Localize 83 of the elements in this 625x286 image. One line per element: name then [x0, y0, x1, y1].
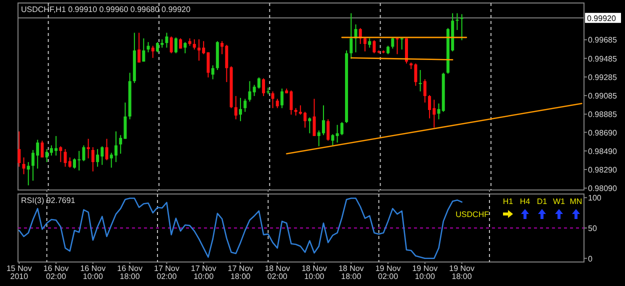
candlestick	[151, 45, 154, 58]
candlestick	[138, 32, 141, 64]
y-tick-label: 0.98885	[588, 110, 618, 120]
candlestick	[26, 162, 30, 186]
candlestick	[114, 130, 118, 163]
y-tick-label: 100	[588, 194, 602, 203]
candlestick	[358, 28, 362, 44]
candlestick	[363, 36, 366, 52]
x-tick-label: 17 Nov 18:00	[228, 264, 254, 281]
candlestick	[262, 78, 266, 97]
candlestick	[350, 12, 353, 60]
y-tick-label: 0.98490	[588, 146, 618, 156]
candlestick	[96, 148, 100, 168]
candlestick	[86, 138, 90, 159]
candlestick	[238, 97, 242, 122]
candlestick	[192, 38, 196, 50]
candlestick	[22, 156, 26, 175]
candlestick	[142, 38, 146, 62]
x-tick-label: 19 Nov 10:00	[412, 264, 438, 281]
candlestick	[257, 76, 260, 90]
x-tick-label: 16 Nov 18:00	[117, 264, 142, 281]
candlestick	[418, 69, 422, 92]
y-tick-label: 0.99485	[588, 54, 618, 64]
annotation: USDCHF	[456, 210, 490, 219]
candlestick	[456, 12, 459, 30]
y-tick-label: 0	[588, 254, 593, 264]
candlestick	[396, 36, 399, 55]
candlestick	[59, 146, 62, 163]
candlestick	[391, 36, 394, 50]
y-tick-label: 0.98290	[588, 166, 618, 175]
candlestick	[271, 90, 274, 109]
x-tick-label: 18 Nov 02:00	[264, 264, 290, 281]
annotation: H4	[520, 197, 531, 206]
y-tick-label: 0.98090	[588, 184, 618, 194]
x-tick-label: 16 Nov 10:00	[80, 264, 106, 281]
x-tick-label: 18 Nov 10:00	[302, 264, 327, 281]
x-tick-label: 19 Nov 02:00	[375, 264, 401, 281]
candlestick	[428, 94, 432, 119]
candlestick	[105, 138, 108, 161]
annotation: H1	[502, 197, 514, 206]
candlestick	[146, 42, 150, 53]
candlestick	[40, 140, 44, 158]
candlestick	[331, 134, 334, 146]
candlestick	[184, 42, 187, 54]
candlestick	[400, 36, 404, 50]
candlestick	[91, 146, 94, 172]
annotation: W1	[553, 197, 566, 206]
candlestick	[340, 122, 344, 136]
candlestick	[244, 98, 247, 112]
candlestick	[423, 78, 426, 104]
y-tick-label: 0.99685	[588, 36, 618, 45]
y-tick-label: 50	[588, 224, 598, 233]
annotation: MN	[570, 197, 582, 206]
candlestick	[312, 98, 316, 137]
candlestick	[326, 118, 330, 142]
candlestick	[211, 64, 214, 80]
y-tick-label: 0.98690	[588, 128, 618, 138]
candlestick	[248, 80, 252, 102]
candlestick	[276, 98, 279, 109]
candlestick	[170, 36, 173, 54]
candlestick	[174, 36, 178, 54]
candlestick	[18, 130, 21, 168]
candlestick	[322, 104, 325, 136]
x-tick-label: 17 Nov 02:00	[154, 264, 180, 281]
chart-title: RSI(3) 92.7691	[21, 196, 76, 205]
candlestick	[234, 96, 238, 120]
annotation: D1	[536, 197, 548, 206]
ref-line-label: 0.99920	[587, 14, 616, 23]
candlestick	[165, 32, 168, 48]
x-tick-label: 15 Nov 2010	[6, 264, 32, 281]
x-tick-label: 17 Nov 10:00	[190, 264, 216, 281]
y-tick-label: 0.99085	[588, 92, 618, 101]
x-tick-label: 19 Nov 18:00	[449, 264, 474, 281]
x-tick-label: 18 Nov 18:00	[338, 264, 364, 281]
x-tick-label: 16 Nov 02:00	[43, 264, 69, 281]
candlestick	[368, 38, 372, 48]
candlestick	[354, 24, 358, 53]
candlestick	[372, 40, 376, 54]
candlestick	[308, 116, 312, 134]
chart-title: USDCHF,H1 0.99910 0.99960 0.99680 0.99920	[21, 5, 192, 14]
candlestick	[280, 88, 284, 109]
y-tick-label: 0.99285	[588, 72, 618, 82]
candlestick	[460, 14, 464, 41]
